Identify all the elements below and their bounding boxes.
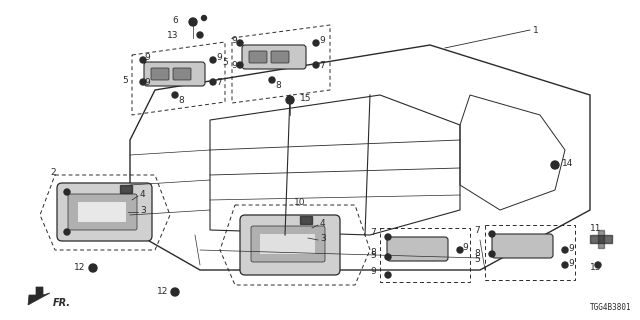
Bar bbox=[598, 230, 604, 248]
Text: 3: 3 bbox=[140, 205, 146, 214]
Circle shape bbox=[385, 254, 391, 260]
Text: 8: 8 bbox=[178, 95, 184, 105]
Circle shape bbox=[551, 161, 559, 169]
Text: 7: 7 bbox=[371, 228, 376, 236]
Circle shape bbox=[237, 62, 243, 68]
Circle shape bbox=[313, 40, 319, 46]
Text: 3: 3 bbox=[320, 234, 326, 243]
FancyBboxPatch shape bbox=[151, 68, 169, 80]
Bar bbox=[78, 202, 126, 222]
Circle shape bbox=[197, 32, 203, 38]
Text: 9: 9 bbox=[319, 36, 324, 44]
Text: 4: 4 bbox=[140, 189, 146, 198]
FancyBboxPatch shape bbox=[492, 234, 553, 258]
Circle shape bbox=[64, 229, 70, 235]
Polygon shape bbox=[28, 287, 50, 305]
Text: 13: 13 bbox=[166, 30, 178, 39]
Circle shape bbox=[140, 57, 146, 63]
Text: FR.: FR. bbox=[53, 298, 71, 308]
Text: 4: 4 bbox=[320, 219, 326, 228]
FancyBboxPatch shape bbox=[173, 68, 191, 80]
Circle shape bbox=[489, 231, 495, 237]
FancyBboxPatch shape bbox=[249, 51, 267, 63]
Text: 9: 9 bbox=[568, 244, 573, 252]
Text: 9: 9 bbox=[216, 52, 221, 61]
FancyBboxPatch shape bbox=[144, 62, 205, 86]
Circle shape bbox=[189, 18, 197, 26]
Circle shape bbox=[64, 189, 70, 195]
Circle shape bbox=[562, 247, 568, 253]
Bar bbox=[300, 216, 312, 224]
Text: 10: 10 bbox=[294, 197, 306, 206]
Circle shape bbox=[595, 262, 601, 268]
Text: 14: 14 bbox=[562, 158, 573, 167]
Text: 9: 9 bbox=[462, 243, 468, 252]
Text: 8: 8 bbox=[371, 247, 376, 257]
Text: 12: 12 bbox=[157, 287, 168, 297]
Circle shape bbox=[202, 15, 207, 20]
Circle shape bbox=[489, 251, 495, 257]
Circle shape bbox=[210, 79, 216, 85]
Text: TGG4B3801: TGG4B3801 bbox=[590, 303, 632, 312]
Text: 9: 9 bbox=[231, 36, 237, 44]
FancyBboxPatch shape bbox=[251, 226, 325, 262]
Circle shape bbox=[562, 262, 568, 268]
Text: 7: 7 bbox=[319, 60, 324, 69]
Text: 5: 5 bbox=[122, 76, 128, 84]
Text: 9: 9 bbox=[144, 77, 150, 86]
Circle shape bbox=[171, 288, 179, 296]
Circle shape bbox=[237, 40, 243, 46]
Text: 5: 5 bbox=[474, 255, 480, 265]
Text: 8: 8 bbox=[275, 81, 281, 90]
Circle shape bbox=[313, 62, 319, 68]
Text: 1: 1 bbox=[533, 26, 539, 35]
Bar bbox=[260, 234, 315, 254]
Text: 9: 9 bbox=[231, 60, 237, 69]
Circle shape bbox=[89, 264, 97, 272]
FancyBboxPatch shape bbox=[57, 183, 152, 241]
Text: 12: 12 bbox=[74, 263, 85, 273]
Text: 7: 7 bbox=[216, 77, 221, 86]
Circle shape bbox=[140, 79, 146, 85]
FancyBboxPatch shape bbox=[387, 237, 448, 261]
Circle shape bbox=[172, 92, 178, 98]
FancyBboxPatch shape bbox=[240, 215, 340, 275]
Text: 5: 5 bbox=[222, 58, 228, 67]
Circle shape bbox=[210, 57, 216, 63]
Circle shape bbox=[385, 234, 391, 240]
Text: 11: 11 bbox=[590, 223, 602, 233]
FancyBboxPatch shape bbox=[68, 194, 137, 230]
FancyBboxPatch shape bbox=[271, 51, 289, 63]
Circle shape bbox=[457, 247, 463, 253]
Text: 15: 15 bbox=[300, 93, 312, 102]
Circle shape bbox=[286, 96, 294, 104]
Circle shape bbox=[269, 77, 275, 83]
Text: 6: 6 bbox=[172, 15, 178, 25]
Text: 9: 9 bbox=[144, 52, 150, 61]
Circle shape bbox=[385, 272, 391, 278]
Text: 9: 9 bbox=[568, 260, 573, 268]
Text: 13: 13 bbox=[590, 263, 602, 273]
Text: 8: 8 bbox=[474, 249, 480, 258]
Text: 2: 2 bbox=[50, 167, 56, 177]
FancyBboxPatch shape bbox=[242, 45, 306, 69]
Bar bbox=[120, 185, 132, 193]
Text: 7: 7 bbox=[474, 226, 480, 235]
Text: 9: 9 bbox=[371, 268, 376, 276]
Text: 5: 5 bbox=[371, 251, 376, 260]
Bar bbox=[590, 235, 612, 243]
